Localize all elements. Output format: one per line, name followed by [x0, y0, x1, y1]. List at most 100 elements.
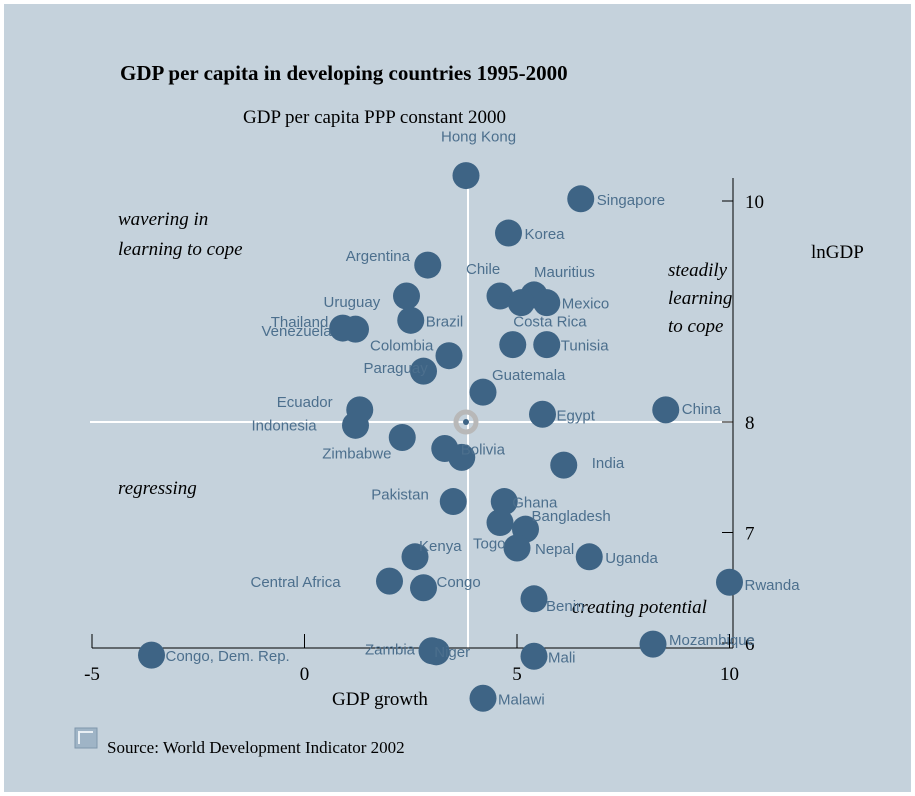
data-point-label: Guatemala	[492, 367, 566, 384]
data-point-label: Niger	[434, 644, 470, 661]
data-point-marker	[410, 357, 437, 385]
data-point-label: Malawi	[498, 691, 545, 708]
x-tick-label: 5	[512, 664, 522, 685]
quadrant-label-line: to cope	[668, 316, 723, 337]
chart-subtitle: GDP per capita PPP constant 2000	[243, 107, 506, 128]
data-point-label: Kenya	[419, 538, 462, 555]
data-point-marker	[397, 306, 425, 334]
x-tick-label: -5	[84, 664, 100, 685]
data-point-marker	[342, 411, 369, 439]
data-point-marker	[567, 185, 595, 213]
data-points: Hong Kong Singapore Korea Argentina Chile Mau…	[138, 129, 800, 712]
data-point-label: Brazil	[426, 313, 464, 330]
data-point-label: Colombia	[370, 338, 434, 355]
data-point-marker	[503, 534, 531, 562]
data-point-marker	[652, 396, 680, 424]
data-point-label: Bangladesh	[532, 508, 611, 525]
data-point-label: Congo	[437, 574, 481, 591]
data-point-label: Singapore	[597, 192, 665, 209]
x-axis-ticks: -5 0 5 10	[84, 634, 739, 685]
data-point-label: Zimbabwe	[322, 445, 391, 462]
data-point-label: Mexico	[562, 296, 610, 313]
data-point-marker	[393, 282, 420, 310]
data-point-label: Hong Kong	[441, 129, 516, 146]
data-point-marker	[435, 342, 463, 370]
data-point-label: Nepal	[535, 541, 574, 558]
data-point-marker	[550, 451, 578, 479]
data-point-marker	[439, 488, 467, 516]
quadrant-label-line: learning	[668, 288, 732, 309]
data-point-label: Togo	[473, 536, 506, 553]
data-point-label: Bolivia	[461, 442, 506, 459]
y-tick-label: 6	[745, 634, 755, 655]
data-point-label: Central Africa	[251, 574, 342, 591]
x-tick-label: 10	[720, 664, 739, 685]
data-point-marker	[388, 423, 416, 451]
data-point-label: Zambia	[365, 642, 416, 659]
y-axis-ticks: 6 7 8 10	[722, 192, 764, 655]
y-axis-title: lnGDP	[811, 242, 864, 263]
data-point-label: Paraguay	[364, 360, 429, 377]
data-point-label: Mali	[548, 649, 576, 666]
data-point-marker	[575, 543, 603, 571]
data-point-marker	[520, 642, 548, 670]
data-point-label: Mozambique	[669, 632, 755, 649]
data-point-marker	[716, 568, 743, 596]
data-point-label: Tunisia	[561, 338, 609, 355]
mean-marker	[453, 409, 479, 435]
data-point-label: Egypt	[557, 407, 596, 424]
data-point-marker	[410, 574, 437, 602]
logo-icon	[74, 727, 98, 749]
data-point-label: Congo, Dem. Rep.	[166, 648, 290, 665]
data-point-marker	[469, 378, 497, 406]
chart-title: GDP per capita in developing countries 1…	[120, 61, 568, 85]
source-note: Source: World Development Indicator 2002	[107, 738, 405, 757]
data-point-marker	[490, 488, 518, 516]
data-point-marker	[533, 289, 561, 317]
data-point-label: Uganda	[605, 550, 658, 567]
data-point-label: Mauritius	[534, 264, 595, 281]
x-axis-title: GDP growth	[332, 689, 428, 710]
data-point-marker	[486, 282, 514, 310]
data-point-label: Thailand	[271, 314, 329, 331]
data-point-marker	[499, 331, 527, 359]
data-point-marker	[448, 443, 476, 471]
y-tick-label: 7	[745, 524, 755, 545]
data-point-label: Costa Rica	[513, 314, 587, 331]
quadrant-label-line: wavering in	[118, 209, 208, 230]
data-point-marker	[486, 509, 514, 537]
quadrant-label-line: creating potential	[572, 597, 707, 618]
data-point-label: Korea	[525, 226, 566, 243]
data-point-label: Indonesia	[252, 417, 318, 434]
data-point-label: Chile	[466, 261, 500, 278]
x-tick-label: 0	[300, 664, 310, 685]
data-point-marker	[422, 638, 450, 666]
quadrant-label-line: regressing	[118, 478, 197, 499]
data-point-label: Venezuela	[262, 323, 333, 340]
data-point-marker	[533, 331, 561, 359]
quadrant-label-line: learning to cope	[118, 239, 243, 260]
data-point-marker	[507, 289, 535, 317]
data-point-label: Ghana	[512, 495, 558, 512]
y-tick-label: 10	[745, 192, 764, 213]
data-point-label: Pakistan	[371, 487, 429, 504]
data-point-label: Rwanda	[745, 577, 801, 594]
data-point-label: Uruguay	[324, 294, 381, 311]
data-point-marker	[401, 543, 429, 571]
data-point-marker	[138, 641, 165, 669]
quadrant-label-line: steadily	[668, 260, 728, 281]
data-point-marker	[639, 630, 667, 658]
data-point-label: India	[592, 455, 625, 472]
y-tick-label: 8	[745, 413, 755, 434]
data-point-label: Ecuador	[277, 394, 333, 411]
data-point-marker	[342, 315, 369, 343]
data-point-marker	[520, 585, 548, 613]
data-point-marker	[376, 567, 403, 595]
data-point-marker	[529, 400, 556, 428]
data-point-marker	[469, 684, 497, 712]
data-point-marker	[495, 219, 522, 247]
data-point-marker	[452, 162, 480, 190]
data-point-marker	[414, 251, 442, 279]
